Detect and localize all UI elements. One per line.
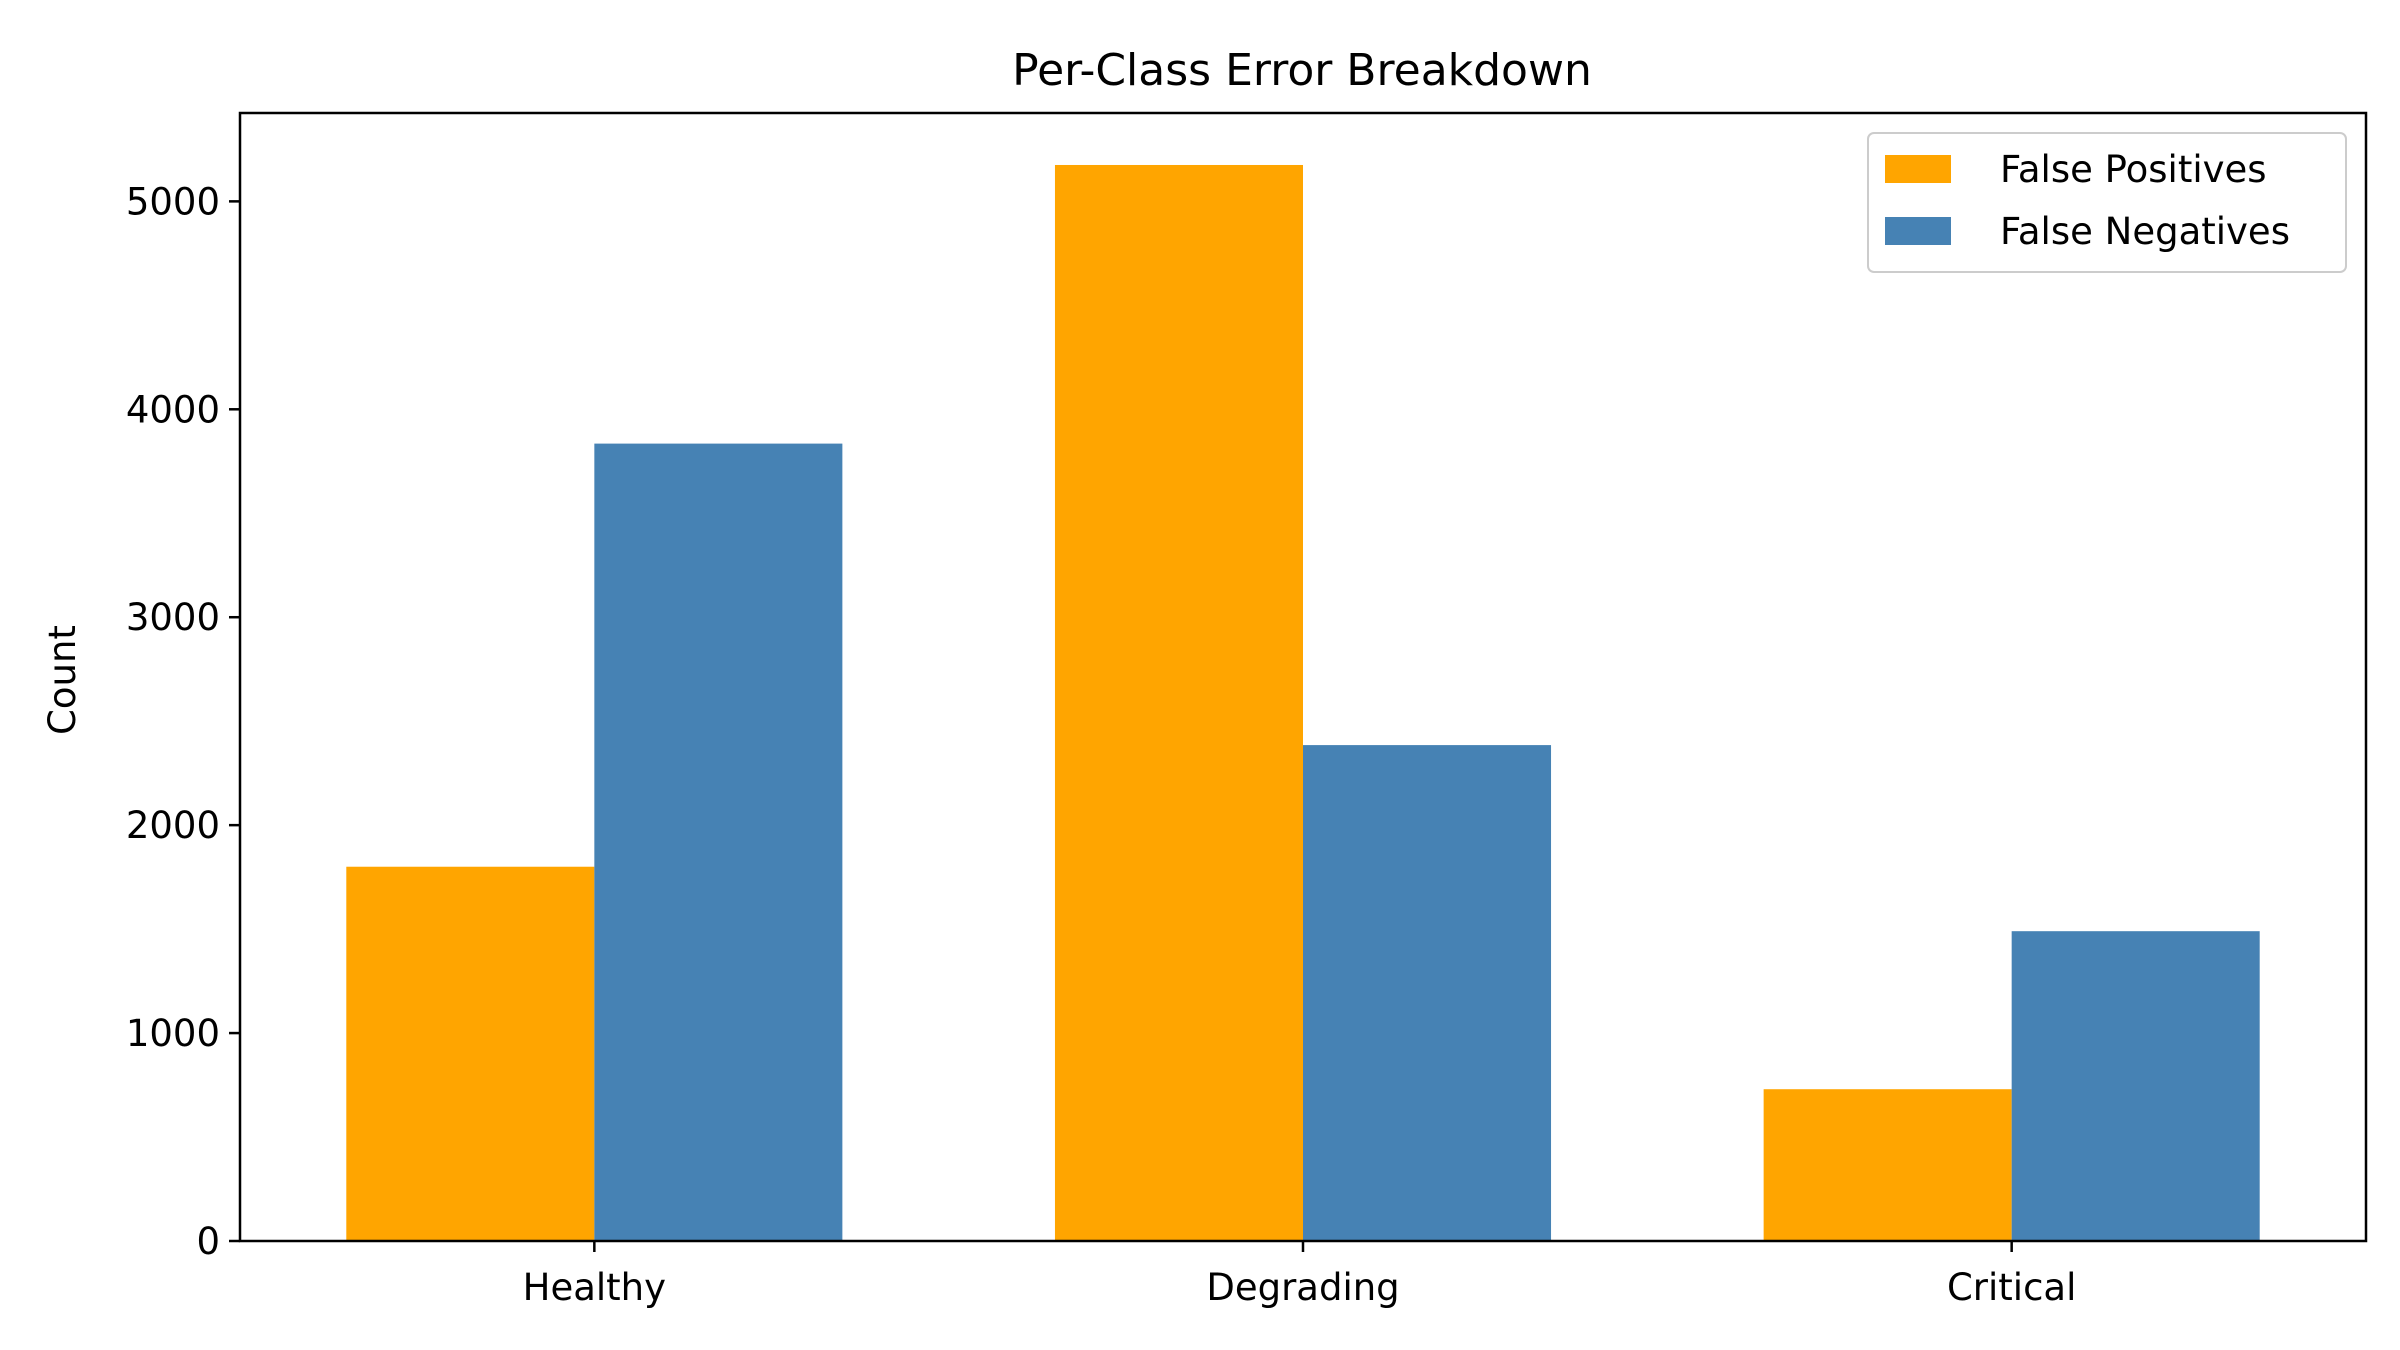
x-tick-label-degrading: Degrading [1206,1266,1399,1309]
y-tick-label: 4000 [126,388,220,431]
y-tick-label: 5000 [126,180,220,223]
bar-false-positives-healthy [346,866,595,1241]
y-tick-label: 3000 [126,596,220,639]
plot-frame [238,111,2368,1243]
legend-label-false-positives: False Positives [2000,148,2267,191]
bar-false-negatives-degrading [1303,745,1552,1241]
y-axis-ticks: 0 1000 2000 3000 4000 5000 [126,180,240,1263]
legend-frame [1867,132,2347,273]
legend: False Positives False Negatives [1867,132,2347,273]
bar-false-positives-critical [1763,1089,2012,1241]
y-axis-label: Count [41,625,84,735]
y-tick-label: 2000 [126,804,220,847]
legend-swatch-false-negatives [1885,217,1951,245]
x-tick-label-healthy: Healthy [523,1266,666,1309]
legend-label-false-negatives: False Negatives [2000,210,2290,253]
chart-title: Per-Class Error Breakdown [1012,45,1592,96]
bar-false-negatives-healthy [594,443,843,1241]
legend-swatch-false-positives [1885,155,1951,183]
x-axis-ticks: Healthy Degrading Critical [523,1241,2076,1309]
y-tick-label: 1000 [126,1012,220,1055]
y-tick-label: 0 [196,1220,220,1263]
bar-false-negatives-critical [2011,931,2260,1241]
bars-layer [346,164,2260,1241]
bar-false-positives-degrading [1054,164,1303,1241]
x-tick-label-critical: Critical [1947,1266,2076,1309]
